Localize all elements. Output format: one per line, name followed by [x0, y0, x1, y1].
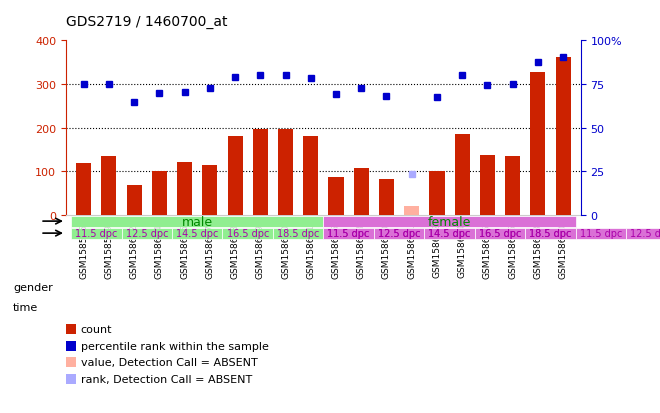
Text: 18.5 dpc: 18.5 dpc	[277, 228, 319, 239]
FancyBboxPatch shape	[424, 228, 475, 239]
Text: 11.5 dpc: 11.5 dpc	[75, 228, 117, 239]
FancyBboxPatch shape	[71, 216, 323, 227]
Text: count: count	[81, 325, 112, 335]
Text: value, Detection Call = ABSENT: value, Detection Call = ABSENT	[81, 357, 257, 367]
Text: GDS2719 / 1460700_at: GDS2719 / 1460700_at	[66, 15, 228, 29]
Bar	[177, 162, 192, 216]
Text: 11.5 dpc: 11.5 dpc	[327, 228, 370, 239]
Bar	[354, 169, 369, 216]
Bar	[127, 185, 142, 216]
Bar	[253, 130, 268, 216]
Bar	[455, 135, 470, 216]
Bar	[505, 157, 520, 216]
Bar	[278, 129, 293, 216]
FancyBboxPatch shape	[323, 228, 374, 239]
Bar	[228, 136, 243, 216]
Text: 11.5 dpc: 11.5 dpc	[327, 228, 370, 239]
FancyBboxPatch shape	[626, 228, 660, 239]
Text: 12.5 dpc: 12.5 dpc	[378, 228, 420, 239]
Text: 16.5 dpc: 16.5 dpc	[226, 228, 269, 239]
FancyBboxPatch shape	[323, 228, 374, 239]
Text: 18.5 dpc: 18.5 dpc	[529, 228, 572, 239]
Bar	[556, 58, 571, 216]
Bar	[379, 180, 394, 216]
Bar	[202, 166, 217, 216]
FancyBboxPatch shape	[525, 228, 576, 239]
Text: 11.5 dpc: 11.5 dpc	[579, 228, 622, 239]
Text: gender: gender	[13, 282, 53, 292]
Bar	[480, 155, 495, 216]
Text: 18.5 dpc: 18.5 dpc	[529, 228, 572, 239]
Text: time: time	[13, 303, 38, 313]
Bar	[152, 172, 167, 216]
FancyBboxPatch shape	[374, 228, 424, 239]
Text: 14.5 dpc: 14.5 dpc	[428, 228, 471, 239]
Bar	[329, 177, 344, 216]
FancyBboxPatch shape	[121, 228, 172, 239]
FancyBboxPatch shape	[475, 228, 525, 239]
Text: rank, Detection Call = ABSENT: rank, Detection Call = ABSENT	[81, 374, 251, 384]
Text: 14.5 dpc: 14.5 dpc	[176, 228, 218, 239]
Bar	[430, 171, 445, 216]
Bar	[404, 207, 419, 216]
FancyBboxPatch shape	[374, 228, 424, 239]
Text: male: male	[182, 215, 213, 228]
Text: 14.5 dpc: 14.5 dpc	[428, 228, 471, 239]
Text: 16.5 dpc: 16.5 dpc	[479, 228, 521, 239]
Text: 16.5 dpc: 16.5 dpc	[479, 228, 521, 239]
FancyBboxPatch shape	[475, 228, 525, 239]
Bar	[303, 136, 318, 216]
Text: female: female	[428, 215, 471, 228]
FancyBboxPatch shape	[424, 228, 475, 239]
Text: percentile rank within the sample: percentile rank within the sample	[81, 341, 269, 351]
FancyBboxPatch shape	[222, 228, 273, 239]
Bar	[102, 157, 116, 216]
FancyBboxPatch shape	[576, 228, 626, 239]
FancyBboxPatch shape	[172, 228, 222, 239]
Bar	[531, 73, 545, 216]
FancyBboxPatch shape	[273, 228, 323, 239]
Text: 12.5 dpc: 12.5 dpc	[630, 228, 660, 239]
FancyBboxPatch shape	[323, 216, 576, 227]
Text: 12.5 dpc: 12.5 dpc	[125, 228, 168, 239]
FancyBboxPatch shape	[525, 228, 576, 239]
FancyBboxPatch shape	[71, 228, 121, 239]
Bar	[76, 163, 91, 216]
Text: 12.5 dpc: 12.5 dpc	[378, 228, 420, 239]
